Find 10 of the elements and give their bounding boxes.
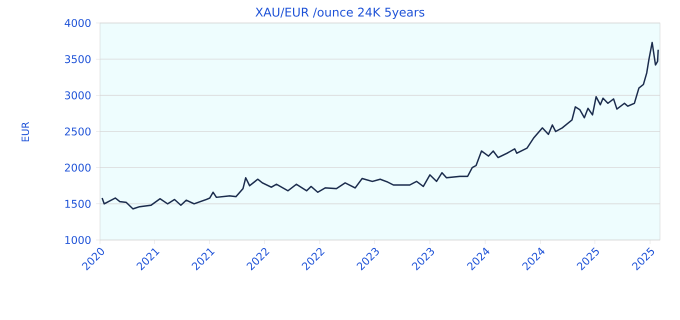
- y-tick-label: 1000: [65, 236, 91, 244]
- y-tick-label: 3500: [64, 55, 91, 64]
- chart-title: XAU/EUR /ounce 24K 5years: [255, 8, 424, 20]
- y-tick-label: 2500: [64, 127, 91, 136]
- y-tick-label: 3000: [64, 91, 91, 100]
- y-tick-label: 4000: [64, 18, 91, 28]
- y-tick-label: 2000: [64, 164, 91, 172]
- line-series: [101, 42, 659, 210]
- y-axis-title: EUR: [22, 122, 30, 142]
- y-tick-label: 1500: [65, 200, 91, 208]
